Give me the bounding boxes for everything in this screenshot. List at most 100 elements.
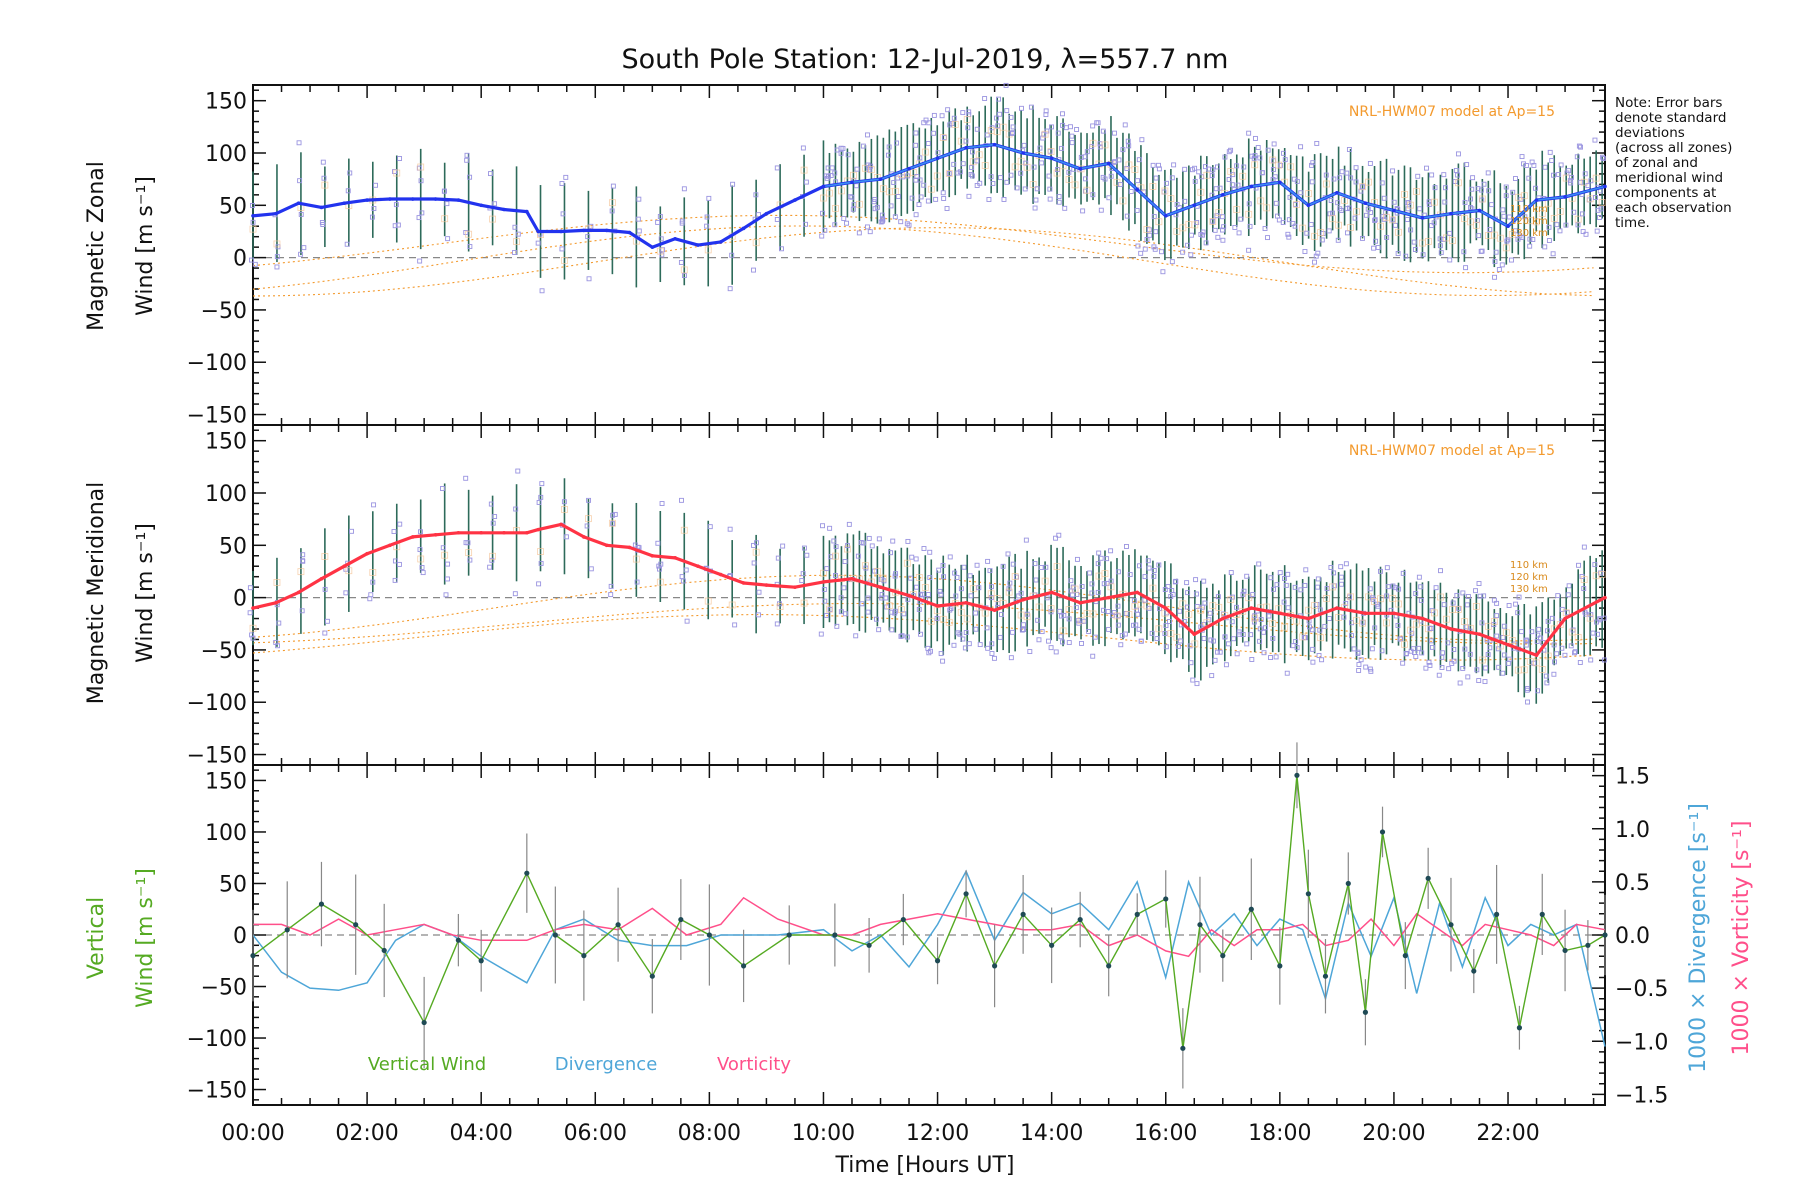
zone-wind-sample [636,196,642,202]
zone-wind-sample [888,550,893,556]
zone-wind-sample [391,529,397,534]
vertical-wind-point [381,947,387,954]
y-tick-label: −50 [201,976,247,1001]
zone-wind-sample [1429,172,1435,178]
x-tick-label: 16:00 [1134,1121,1197,1146]
zone-wind-sample [1136,626,1142,632]
mean-wind-point [1163,606,1168,610]
zone-wind-sample [913,556,919,562]
mean-wind-point [525,530,529,535]
zone-wind-sample [841,216,847,221]
zone-wind-sample [1053,535,1059,541]
zone-wind-sample [1524,686,1530,692]
zone-wind-sample [1282,576,1287,581]
zone-wind-sample [1261,629,1267,635]
zone-wind-sample [608,592,614,598]
zone-wind-sample [1384,593,1390,599]
zone-wind-sample [1151,244,1157,250]
zone-wind-sample [1115,603,1121,609]
zone-wind-sample [1576,562,1581,568]
zone-wind-sample [1293,639,1299,644]
zone-wind-sample [820,569,827,577]
zone-wind-sample [1326,228,1332,234]
zone-wind-sample [1500,207,1506,213]
zone-wind-sample [273,579,281,586]
zone-wind-sample [1090,192,1096,198]
zone-wind-sample [1125,138,1131,144]
zone-wind-sample [1315,250,1321,256]
zone-wind-sample [968,172,974,177]
zone-wind-sample [1163,623,1169,629]
zone-wind-sample [865,595,871,601]
zone-wind-sample [986,197,992,202]
zone-wind-sample [1562,609,1570,617]
zone-wind-sample [1131,166,1139,173]
zone-wind-sample [1074,556,1080,562]
zone-wind-sample [1389,216,1396,224]
zone-wind-sample [927,549,933,555]
zone-wind-sample [981,162,989,169]
zone-wind-sample [679,497,684,503]
zone-wind-sample [1247,223,1253,229]
mean-wind-point [604,228,609,233]
zone-wind-sample [1282,157,1288,163]
zone-wind-sample [1263,625,1268,631]
zone-wind-sample [1305,606,1313,614]
zone-wind-sample [1175,643,1181,649]
zone-wind-sample [1021,622,1026,628]
zone-wind-sample [1005,130,1013,138]
zone-wind-sample [804,552,810,558]
zone-wind-sample [1507,656,1513,662]
zone-wind-sample [1509,257,1514,263]
mean-wind-point [627,545,632,550]
zone-wind-sample [1557,228,1563,234]
zone-wind-sample [1265,235,1270,241]
zone-wind-sample [957,631,963,637]
zone-wind-sample [1473,588,1479,594]
mean-wind-point [1534,198,1539,202]
vertical-wind-point [581,953,587,959]
zone-wind-sample [1559,645,1565,651]
zone-wind-sample [1317,607,1323,613]
zone-wind-sample [752,239,760,247]
zone-wind-sample [393,169,401,177]
zone-wind-sample [1089,590,1095,596]
zone-wind-sample [1151,568,1157,573]
zonal-alt-120: 120 km [1510,216,1548,227]
right-y-tick-label: −1.0 [1615,1030,1668,1055]
zone-wind-sample [704,246,712,254]
zone-wind-sample [1135,243,1141,249]
zone-wind-sample [1102,176,1108,182]
zone-wind-sample [899,633,905,639]
zone-wind-sample [988,595,994,601]
zone-wind-sample [444,201,450,207]
zone-wind-sample [1285,231,1291,237]
zone-wind-sample [838,145,844,151]
mean-wind-point [1392,208,1396,213]
zone-wind-sample [1460,618,1468,626]
zonal-wind-panel: 150 100 50 0 −50 −100 −150 [187,82,1607,429]
zone-wind-sample [1425,625,1432,633]
zone-wind-sample [1590,630,1596,636]
divergence-line [252,869,1606,1047]
vorticity-line [253,896,1606,958]
zone-wind-sample [855,553,861,559]
zone-wind-sample [1396,586,1402,592]
zone-wind-sample [921,546,927,551]
zone-wind-sample [515,231,521,237]
zone-wind-sample [850,206,856,212]
zone-wind-sample [1184,580,1190,586]
zone-wind-sample [1476,233,1482,239]
zone-wind-sample [536,500,542,505]
zone-wind-sample [539,288,545,294]
zone-wind-sample [1303,567,1309,573]
meridional-alt-110: 110 km [1510,560,1548,571]
zone-wind-sample [1155,218,1163,226]
zone-wind-sample [1463,265,1469,271]
zone-wind-sample [1210,218,1216,224]
zone-wind-sample [1008,655,1014,661]
x-tick-label: 02:00 [335,1121,398,1146]
mean-wind-point [650,245,655,249]
zone-wind-sample [1162,587,1168,593]
zone-wind-sample [727,286,733,292]
